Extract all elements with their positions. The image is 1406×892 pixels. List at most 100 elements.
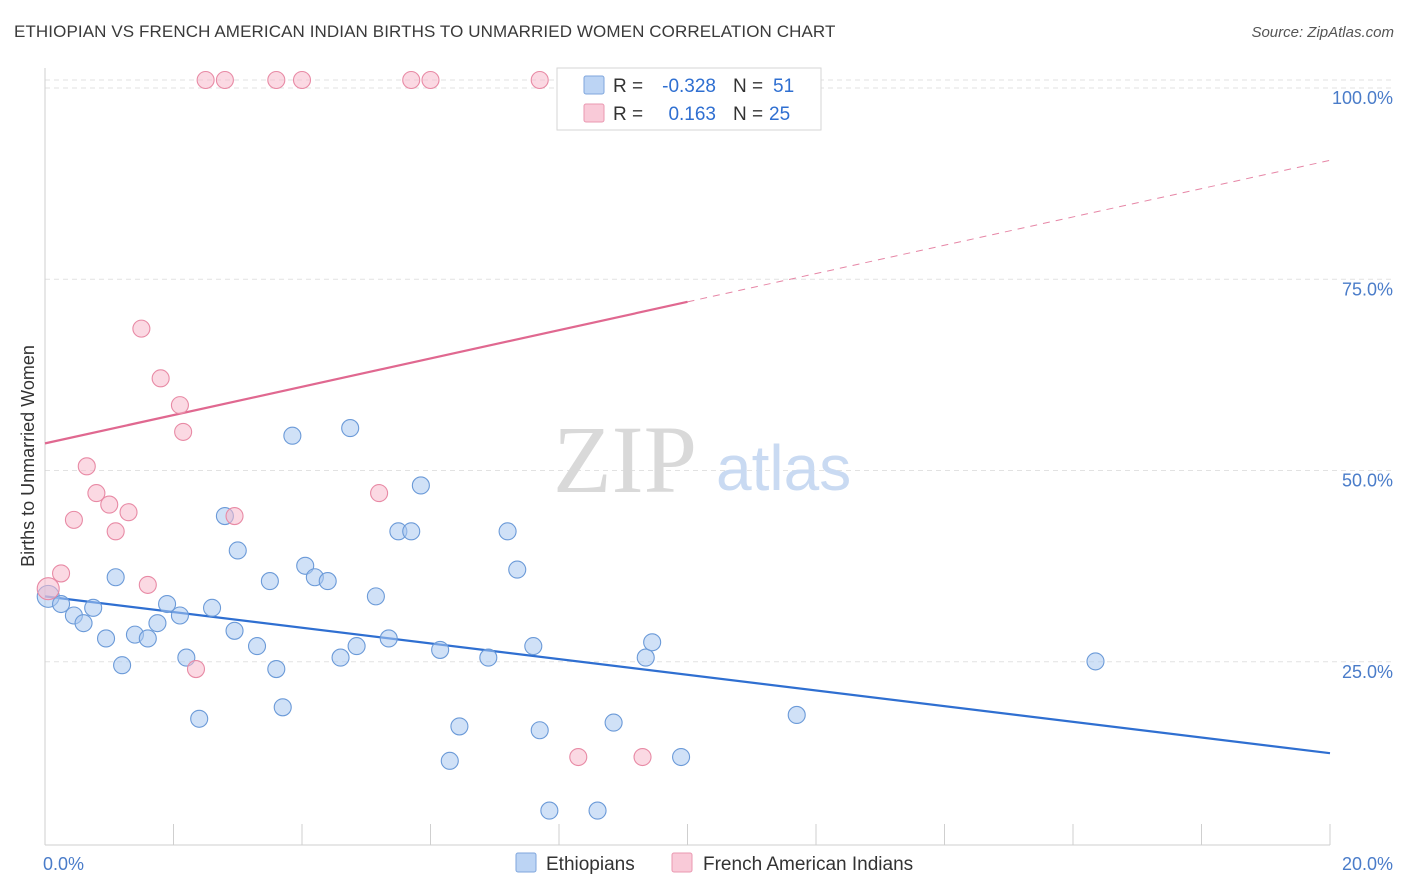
point-1-14 — [196, 70, 215, 90]
stats-r-label-french-american-indians: R = — [613, 104, 643, 125]
point-0-39 — [498, 522, 517, 541]
point-1-21 — [421, 70, 440, 90]
point-1-0 — [36, 577, 60, 601]
trend-extension-1 — [687, 159, 1331, 303]
y-tick-label-2: 75.0% — [1342, 279, 1393, 299]
point-1-2 — [64, 510, 83, 529]
legend-swatch-ethiopians — [515, 852, 537, 873]
point-1-22 — [530, 70, 549, 90]
point-0-14 — [190, 709, 209, 728]
point-0-44 — [588, 801, 607, 820]
point-0-37 — [450, 717, 469, 736]
point-1-24 — [633, 747, 652, 767]
point-0-45 — [604, 713, 623, 732]
point-0-50 — [1086, 652, 1105, 671]
legend: Ethiopians French American Indians — [515, 852, 913, 875]
point-0-9 — [138, 629, 157, 648]
watermark-zip: ZIP — [553, 406, 697, 513]
point-0-27 — [331, 648, 350, 667]
point-0-48 — [672, 747, 691, 767]
watermark-atlas: atlas — [716, 432, 851, 504]
point-0-17 — [225, 621, 244, 640]
legend-label-french-american-indians: French American Indians — [703, 854, 913, 875]
trend-line-1 — [44, 300, 688, 445]
stats-box: R = -0.328 N = 51 R = 0.163 N = 25 — [556, 67, 822, 131]
point-1-4 — [87, 484, 106, 503]
stats-swatch-french-american-indians — [583, 103, 605, 123]
point-0-28 — [341, 419, 360, 438]
point-1-1 — [52, 564, 71, 583]
point-0-5 — [96, 629, 116, 648]
stats-r-value-ethiopians: -0.328 — [662, 76, 716, 97]
point-0-23 — [283, 426, 302, 445]
point-1-10 — [151, 369, 170, 388]
y-tick-labels: 25.0% 50.0% 75.0% 100.0% — [1332, 88, 1393, 682]
point-0-29 — [347, 637, 366, 656]
stats-n-value-french-american-indians: 25 — [769, 104, 790, 125]
point-1-20 — [402, 70, 421, 90]
trend-line-0 — [44, 595, 1331, 755]
point-0-11 — [158, 594, 177, 614]
point-0-1 — [52, 594, 71, 614]
point-0-47 — [643, 633, 662, 652]
point-1-9 — [138, 575, 157, 594]
watermark: ZIP atlas — [553, 406, 851, 513]
point-1-6 — [106, 522, 125, 541]
point-0-21 — [267, 659, 286, 679]
point-1-8 — [132, 319, 151, 338]
chart-source: Source: ZipAtlas.com — [1251, 24, 1394, 41]
stats-r-value-french-american-indians: 0.163 — [668, 104, 716, 125]
point-0-10 — [148, 614, 167, 633]
point-1-11 — [170, 396, 189, 415]
x-tick-label-1: 20.0% — [1342, 854, 1393, 874]
point-1-12 — [174, 422, 193, 441]
point-0-4 — [84, 598, 103, 617]
point-0-34 — [411, 476, 430, 495]
point-1-17 — [267, 70, 286, 90]
point-1-16 — [225, 506, 244, 526]
legend-swatch-french-american-indians — [671, 852, 693, 873]
point-1-18 — [292, 70, 312, 90]
point-0-41 — [524, 637, 543, 656]
point-0-49 — [787, 705, 806, 725]
stats-n-label-ethiopians: N = — [733, 76, 763, 97]
point-1-13 — [186, 659, 206, 679]
point-1-23 — [569, 747, 588, 767]
grid-lines — [45, 79, 1394, 663]
stats-n-label-french-american-indians: N = — [733, 104, 763, 125]
stats-r-label-ethiopians: R = — [613, 76, 643, 97]
point-1-7 — [119, 503, 138, 522]
y-tick-label-1: 50.0% — [1342, 471, 1393, 491]
point-0-43 — [540, 801, 559, 820]
point-0-15 — [203, 598, 222, 617]
point-1-5 — [100, 495, 119, 514]
data-points — [36, 70, 1105, 820]
point-1-15 — [215, 70, 234, 90]
point-0-42 — [530, 721, 549, 740]
point-1-3 — [77, 457, 96, 476]
point-0-46 — [636, 648, 655, 667]
point-0-30 — [366, 587, 385, 606]
point-0-3 — [74, 614, 93, 633]
point-0-6 — [106, 568, 125, 587]
legend-label-ethiopians: Ethiopians — [546, 854, 635, 875]
point-0-38 — [479, 648, 498, 667]
point-1-19 — [370, 484, 389, 503]
point-0-19 — [247, 637, 267, 656]
point-0-36 — [440, 751, 459, 770]
point-0-7 — [113, 656, 132, 675]
stats-swatch-ethiopians — [583, 75, 605, 95]
point-0-12 — [170, 606, 189, 625]
x-tick-labels: 0.0% 20.0% — [43, 854, 1393, 874]
point-0-20 — [260, 572, 279, 591]
point-0-18 — [228, 541, 247, 560]
y-tick-label-0: 25.0% — [1342, 662, 1393, 682]
point-0-33 — [402, 522, 421, 541]
point-0-22 — [273, 698, 292, 717]
point-0-40 — [508, 560, 527, 579]
point-0-26 — [318, 572, 337, 591]
point-0-31 — [379, 629, 398, 648]
axes — [44, 68, 1331, 846]
x-tick-label-0: 0.0% — [43, 854, 84, 874]
